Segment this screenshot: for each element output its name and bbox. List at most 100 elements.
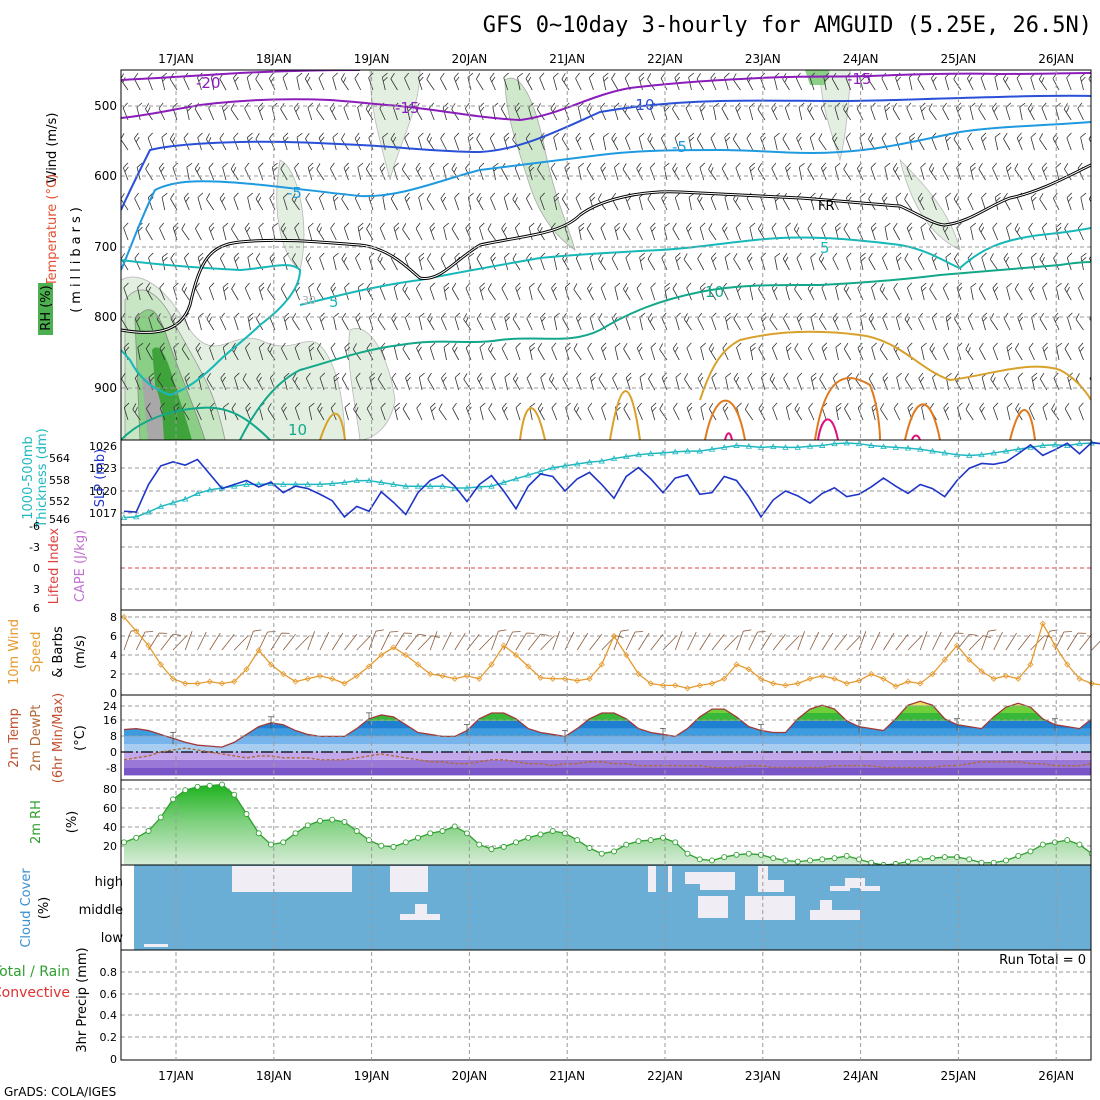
wind-barb bbox=[732, 133, 741, 151]
thickness-point bbox=[304, 481, 311, 487]
date-label: 18JAN bbox=[256, 1069, 292, 1083]
wind-barb bbox=[429, 282, 435, 301]
thickness-point bbox=[329, 480, 336, 487]
wind-speed-point bbox=[672, 682, 679, 689]
wind-barb bbox=[219, 192, 227, 211]
rh-point bbox=[1015, 852, 1022, 859]
slp-axis-label: SLP (mb) bbox=[93, 449, 108, 508]
wind-barb bbox=[197, 192, 204, 211]
wind-barb bbox=[443, 222, 450, 241]
pressure-tick: 900 bbox=[94, 381, 117, 395]
minmax-axis-label: (6hr Min/Max) bbox=[51, 693, 66, 783]
wind-barbs bbox=[121, 72, 1091, 421]
wind-barb bbox=[819, 372, 827, 391]
wind-speed-point bbox=[966, 656, 973, 663]
rh-point bbox=[170, 796, 176, 803]
wind-barb bbox=[476, 73, 484, 91]
wind-barb bbox=[588, 72, 595, 91]
wind-barb bbox=[721, 162, 729, 181]
thickness-tick: 552 bbox=[49, 495, 70, 508]
wind-barb bbox=[258, 162, 264, 181]
wind-speed-point bbox=[880, 675, 887, 682]
wind-barb bbox=[809, 132, 816, 151]
wind-barb bbox=[318, 192, 325, 211]
thickness-point bbox=[378, 479, 385, 485]
wind-barb bbox=[316, 163, 325, 181]
wind-barb bbox=[478, 102, 485, 121]
slp-tick: 1017 bbox=[89, 507, 117, 520]
wind10m-barb bbox=[380, 631, 399, 651]
wind10m-barb bbox=[687, 631, 697, 651]
wind-barb bbox=[992, 222, 999, 241]
wind-tick: 4 bbox=[110, 649, 117, 662]
wind-barb bbox=[402, 402, 411, 421]
wind-barb bbox=[121, 372, 129, 391]
wind-barb bbox=[244, 102, 251, 121]
rh-point bbox=[1039, 841, 1046, 848]
rh2m-unit: (%) bbox=[65, 811, 80, 834]
wind-speed-point bbox=[659, 682, 667, 689]
rh-shading-j bbox=[899, 158, 961, 251]
thickness-point bbox=[721, 444, 728, 450]
wind-barb bbox=[818, 133, 827, 151]
isotherm-minus5 bbox=[121, 121, 1091, 271]
temperature-band bbox=[124, 728, 1091, 737]
rh-point bbox=[121, 839, 127, 846]
wind-barb bbox=[430, 402, 436, 421]
rh-point bbox=[758, 851, 764, 858]
wind10m-barb bbox=[1066, 632, 1086, 651]
date-label: 22JAN bbox=[647, 52, 683, 66]
rh-shading-e bbox=[142, 377, 164, 440]
rh-tick: 60 bbox=[103, 802, 117, 815]
wind-barb bbox=[316, 342, 325, 361]
wind-barb bbox=[330, 222, 337, 241]
rh-point bbox=[292, 830, 299, 837]
wind-barb bbox=[488, 403, 496, 421]
wind-barb bbox=[255, 192, 264, 211]
wind-barb bbox=[650, 222, 656, 241]
wind-barb bbox=[377, 313, 386, 331]
thickness-point bbox=[1039, 442, 1046, 448]
wind-speed-point bbox=[169, 675, 177, 682]
wind-barb bbox=[222, 222, 229, 241]
wind10m-barb bbox=[393, 632, 413, 651]
wind-barb bbox=[393, 162, 399, 181]
wind-speed-point bbox=[757, 675, 765, 682]
wind-barb bbox=[258, 342, 265, 361]
wind-speed-point bbox=[635, 670, 642, 678]
wind-barb bbox=[979, 402, 986, 421]
wind10m-barb bbox=[221, 633, 235, 651]
wind-barb bbox=[330, 342, 337, 361]
wind-barb bbox=[880, 403, 888, 421]
wind-speed-point bbox=[868, 670, 875, 678]
thickness-point bbox=[745, 442, 752, 449]
wind-barb bbox=[161, 252, 168, 271]
wind-barb bbox=[307, 162, 314, 181]
wind10m-barb bbox=[233, 635, 249, 651]
wind-barb bbox=[355, 252, 362, 271]
wind-barb bbox=[942, 282, 950, 301]
thickness-axis-label-top: 1000-500mb bbox=[21, 436, 36, 520]
rh-point bbox=[341, 818, 348, 825]
wind-barb bbox=[562, 372, 570, 391]
wind-barb bbox=[344, 342, 351, 361]
wind-barb bbox=[1078, 342, 1084, 361]
wind-barb bbox=[390, 72, 398, 91]
wind-barb bbox=[992, 162, 999, 181]
date-label: 21JAN bbox=[549, 52, 585, 66]
wind-barb bbox=[978, 103, 986, 121]
wind-barb bbox=[586, 222, 594, 241]
wind-barb bbox=[1066, 132, 1072, 151]
wind-barb bbox=[623, 283, 631, 301]
wind-barb bbox=[749, 222, 756, 241]
wind-barb bbox=[145, 282, 153, 301]
wind-barb bbox=[280, 162, 288, 181]
wind-barb bbox=[906, 282, 913, 301]
wind-barb bbox=[186, 162, 193, 181]
rh-shading-i bbox=[819, 70, 851, 162]
wind10m-barb bbox=[625, 631, 644, 651]
rh-point bbox=[892, 860, 899, 865]
wind-barb bbox=[244, 222, 251, 241]
wind-barb bbox=[920, 282, 927, 301]
wind10m-barb bbox=[160, 633, 182, 651]
